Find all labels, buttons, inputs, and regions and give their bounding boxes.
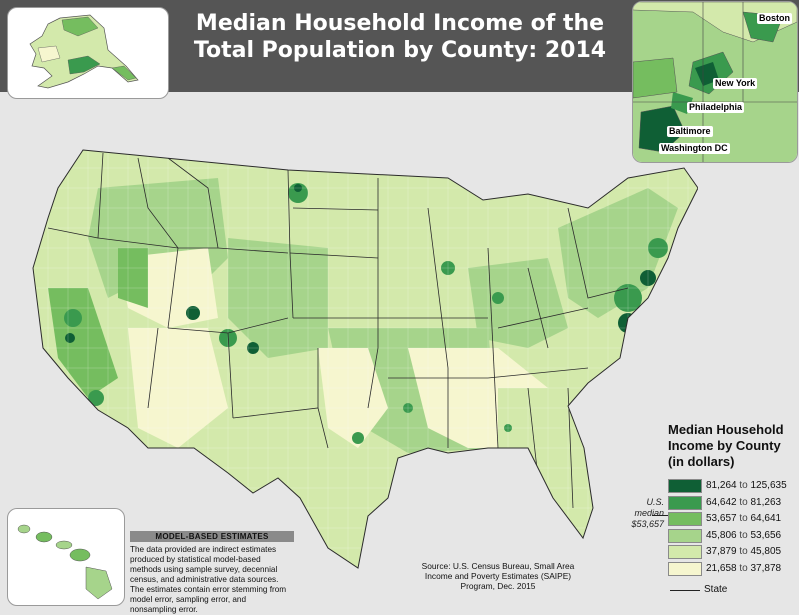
us-median-tick — [652, 515, 668, 516]
hawaii-map — [17, 524, 113, 600]
legend-item: 53,657 to 64,641 — [668, 511, 796, 528]
legend-title: Median Household Income by County (in do… — [668, 422, 796, 470]
alaska-south — [67, 55, 101, 75]
alaska-north — [61, 16, 99, 37]
northeast-inset: Boston New York Philadelphia Baltimore W… — [632, 1, 798, 163]
legend-label: 21,658 to 37,878 — [706, 562, 782, 574]
legend-label: 53,657 to 64,641 — [706, 513, 782, 524]
title-line-2: Total Population by County: 2014 — [193, 38, 607, 63]
city-label-new-york: New York — [713, 78, 758, 89]
legend-items: 81,264 to 125,635 64,642 to 81,263 53,65… — [668, 478, 796, 577]
alaska-west — [37, 45, 61, 63]
hawaii-inset — [7, 508, 125, 606]
state-line-swatch — [670, 590, 700, 591]
legend-item: 37,879 to 45,805 — [668, 544, 796, 561]
title-line-1: Median Household Income of the — [195, 11, 605, 36]
city-label-washington-dc: Washington DC — [659, 143, 730, 154]
us-median-line-1: U.S. — [646, 497, 664, 507]
legend-state-row: State — [668, 583, 796, 597]
map-title: Median Household Income of the Total Pop… — [180, 10, 620, 64]
source-note: Source: U.S. Census Bureau, Small Area I… — [421, 561, 575, 591]
legend-title-line-2: Income by County — [668, 438, 781, 453]
us-median-line-2: median — [634, 508, 664, 518]
city-label-philadelphia: Philadelphia — [687, 102, 745, 113]
state-label: State — [704, 584, 728, 595]
alaska-shape — [29, 14, 139, 89]
legend-item: 45,806 to 53,656 — [668, 528, 796, 545]
legend-label: 64,642 to 81,263 — [706, 496, 782, 508]
legend-item: 64,642 to 81,263 — [668, 495, 796, 512]
us-county-map — [32, 149, 698, 569]
state-boundaries — [47, 152, 629, 509]
legend-swatch — [668, 479, 702, 493]
legend-swatch — [668, 528, 702, 543]
alaska-inset — [7, 7, 169, 99]
us-median-value: $53,657 — [631, 519, 664, 529]
model-based-note: MODEL-BASED ESTIMATES The data provided … — [130, 531, 294, 615]
legend: Median Household Income by County (in do… — [668, 422, 796, 597]
legend-label: 37,879 to 45,805 — [706, 546, 782, 557]
legend-swatch — [668, 545, 702, 559]
model-based-title: MODEL-BASED ESTIMATES — [130, 531, 294, 542]
city-label-baltimore: Baltimore — [667, 126, 713, 137]
legend-item: 81,264 to 125,635 — [668, 478, 796, 495]
legend-swatch — [668, 512, 702, 526]
alaska-map — [29, 14, 139, 89]
city-label-boston: Boston — [757, 13, 792, 24]
legend-swatch — [668, 561, 702, 576]
alaska-panhandle — [111, 65, 137, 81]
legend-label: 45,806 to 53,656 — [706, 529, 782, 541]
legend-title-line-1: Median Household — [668, 422, 784, 437]
model-based-text: The data provided are indirect estimates… — [130, 545, 287, 614]
us-median-label: U.S. median $53,657 — [620, 497, 664, 530]
legend-label: 81,264 to 125,635 — [706, 480, 787, 491]
legend-swatch — [668, 495, 702, 510]
legend-title-line-3: (in dollars) — [668, 454, 735, 469]
legend-item: 21,658 to 37,878 — [668, 561, 796, 578]
